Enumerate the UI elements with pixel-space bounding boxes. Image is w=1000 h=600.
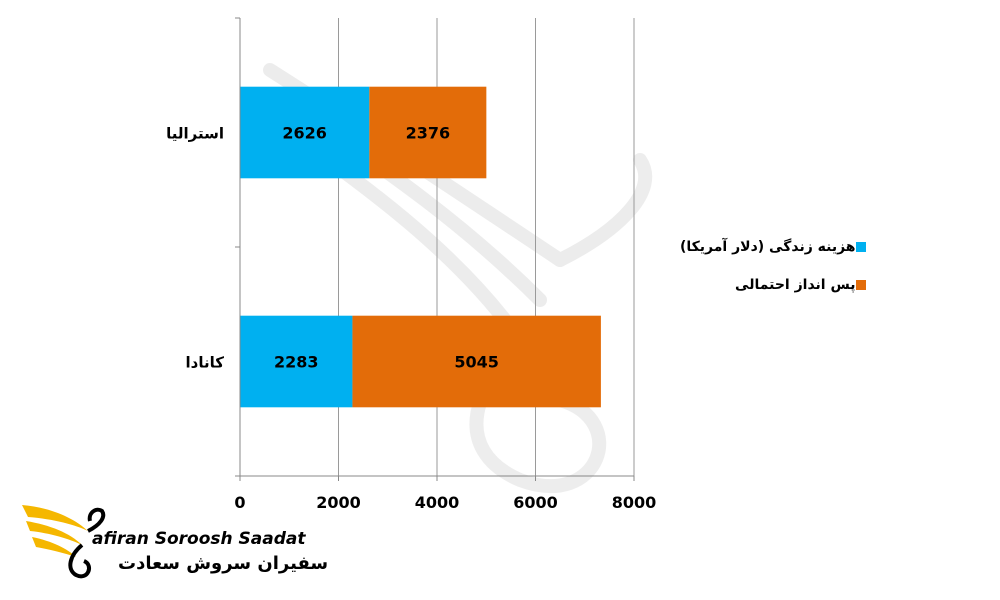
brand-name-en: afiran Soroosh Saadat	[92, 529, 306, 549]
swan-wing-logo-icon	[22, 505, 106, 579]
bar-value-label: 5045	[454, 353, 499, 372]
legend-label: پس انداز احتمالی	[735, 277, 856, 293]
legend-swatch	[855, 242, 866, 252]
x-tick-label: 4000	[415, 493, 460, 512]
bar-value-label: 2283	[274, 353, 319, 372]
bar-value-label: 2626	[282, 124, 327, 143]
x-tick-label: 0	[234, 493, 245, 512]
bar-value-label: 2376	[406, 124, 451, 143]
category-label: کانادا	[186, 354, 225, 372]
bar-segment	[240, 86, 370, 179]
brand-name-fa: سفیران سروش سعادت	[118, 553, 329, 574]
x-tick-label: 2000	[316, 493, 361, 512]
x-tick-label: 8000	[612, 493, 657, 512]
legend-item-savings: پس انداز احتمالی	[680, 272, 872, 298]
legend: هزینه زندگی (دلار آمریکا) پس انداز احتما…	[680, 234, 872, 310]
brand-logo: afiran Soroosh Saadat سفیران سروش سعادت	[18, 495, 328, 585]
legend-item-living-cost: هزینه زندگی (دلار آمریکا)	[680, 234, 872, 260]
legend-label: هزینه زندگی (دلار آمریکا)	[680, 239, 856, 255]
bar-segment	[352, 315, 601, 408]
legend-swatch	[855, 280, 866, 290]
bar-segment	[369, 86, 487, 179]
bar-segment	[240, 315, 353, 408]
x-tick-label: 6000	[513, 493, 558, 512]
category-label: استرالیا	[166, 125, 224, 143]
